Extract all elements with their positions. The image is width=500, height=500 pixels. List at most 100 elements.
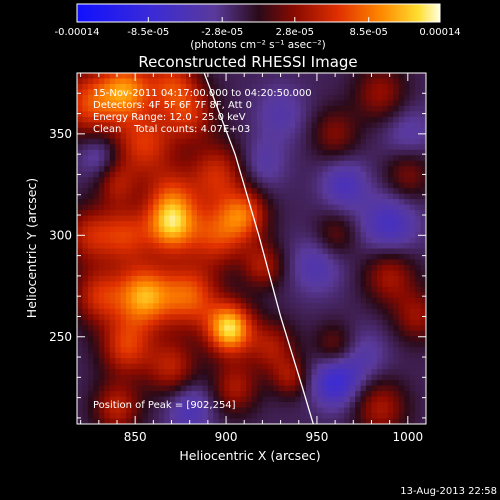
- heatmap-cell: [316, 204, 323, 211]
- heatmap-cell: [349, 286, 356, 293]
- heatmap-cell: [316, 275, 323, 282]
- heatmap-cell: [251, 418, 258, 424]
- heatmap-cell: [327, 347, 334, 354]
- heatmap-cell: [273, 133, 280, 140]
- heatmap-cell: [142, 155, 149, 162]
- heatmap-cell: [153, 248, 160, 255]
- heatmap-cell: [371, 226, 378, 233]
- heatmap-cell: [306, 127, 313, 134]
- heatmap-cell: [169, 221, 176, 228]
- heatmap-cell: [104, 188, 111, 195]
- heatmap-cell: [382, 413, 389, 420]
- heatmap-cell: [311, 105, 318, 112]
- heatmap-cell: [229, 237, 236, 244]
- heatmap-cell: [284, 138, 291, 145]
- heatmap-cell: [327, 155, 334, 162]
- heatmap-cell: [240, 319, 247, 326]
- heatmap-cell: [98, 297, 105, 304]
- heatmap-cell: [344, 418, 351, 424]
- heatmap-cell: [136, 144, 144, 151]
- heatmap-cell: [218, 133, 225, 140]
- heatmap-cell: [77, 358, 84, 365]
- heatmap-cell: [300, 303, 307, 310]
- heatmap-cell: [289, 116, 296, 123]
- heatmap-cell: [186, 347, 193, 354]
- heatmap-cell: [169, 363, 176, 370]
- heatmap-cell: [355, 89, 362, 96]
- heatmap-cell: [415, 160, 422, 167]
- heatmap-cell: [404, 248, 411, 255]
- heatmap-cell: [93, 94, 100, 102]
- heatmap-cell: [82, 144, 89, 151]
- heatmap-cell: [169, 215, 176, 222]
- heatmap-cell: [360, 391, 367, 398]
- heatmap-cell: [229, 171, 236, 178]
- heatmap-cell: [115, 347, 122, 354]
- heatmap-cell: [229, 314, 236, 321]
- heatmap-cell: [142, 111, 149, 118]
- heatmap-cell: [262, 264, 269, 272]
- heatmap-cell: [207, 292, 214, 299]
- heatmap-cell: [311, 177, 318, 184]
- heatmap-cell: [295, 226, 302, 233]
- heatmap-cell: [376, 232, 383, 239]
- heatmap-cell: [366, 111, 373, 118]
- heatmap-cell: [235, 319, 242, 326]
- heatmap-cell: [349, 182, 356, 189]
- heatmap-cell: [273, 89, 280, 96]
- heatmap-cell: [420, 352, 426, 359]
- heatmap-cell: [300, 325, 307, 332]
- heatmap-cell: [398, 402, 405, 409]
- heatmap-cell: [289, 210, 296, 217]
- heatmap-cell: [153, 363, 160, 370]
- heatmap-cell: [322, 308, 329, 315]
- info-line-counts: Clean Total counts: 4.07E+03: [93, 124, 250, 135]
- heatmap-cell: [229, 253, 236, 261]
- heatmap-cell: [136, 237, 144, 244]
- heatmap-cell: [420, 89, 426, 96]
- heatmap-cell: [82, 297, 89, 304]
- heatmap-cell: [207, 226, 214, 233]
- heatmap-cell: [229, 243, 236, 250]
- heatmap-cell: [371, 358, 378, 365]
- heatmap-cell: [126, 215, 133, 222]
- heatmap-cell: [382, 138, 389, 145]
- heatmap-cell: [366, 336, 373, 343]
- heatmap-cell: [191, 138, 198, 145]
- heatmap-cell: [104, 358, 111, 365]
- heatmap-cell: [382, 341, 389, 348]
- heatmap-cell: [338, 303, 345, 310]
- heatmap-cell: [235, 105, 242, 112]
- heatmap-cell: [333, 319, 340, 326]
- heatmap-cell: [420, 116, 426, 123]
- heatmap-cell: [284, 105, 291, 112]
- heatmap-cell: [77, 221, 84, 228]
- heatmap-cell: [387, 193, 394, 200]
- heatmap-cell: [311, 100, 318, 107]
- heatmap-cell: [98, 391, 105, 398]
- heatmap-cell: [169, 243, 176, 250]
- heatmap-cell: [207, 111, 214, 118]
- heatmap-cell: [333, 380, 340, 387]
- heatmap-cell: [333, 144, 340, 151]
- heatmap-cell: [404, 188, 411, 195]
- heatmap-cell: [409, 232, 416, 239]
- heatmap-cell: [235, 303, 242, 310]
- heatmap-cell: [316, 407, 323, 414]
- heatmap-cell: [393, 303, 400, 310]
- heatmap-cell: [349, 264, 356, 272]
- heatmap-cell: [136, 232, 144, 239]
- heatmap-cell: [98, 380, 105, 387]
- heatmap-cell: [77, 149, 84, 156]
- heatmap-cell: [98, 144, 105, 151]
- heatmap-cell: [109, 155, 116, 162]
- heatmap-cell: [273, 171, 280, 178]
- heatmap-cell: [213, 127, 220, 134]
- heatmap-cell: [115, 73, 122, 80]
- heatmap-cell: [355, 402, 362, 409]
- heatmap-cell: [82, 402, 89, 409]
- heatmap-cell: [115, 111, 122, 118]
- peak-position-label: Position of Peak = [902,254]: [93, 400, 236, 411]
- heatmap-cell: [322, 166, 329, 173]
